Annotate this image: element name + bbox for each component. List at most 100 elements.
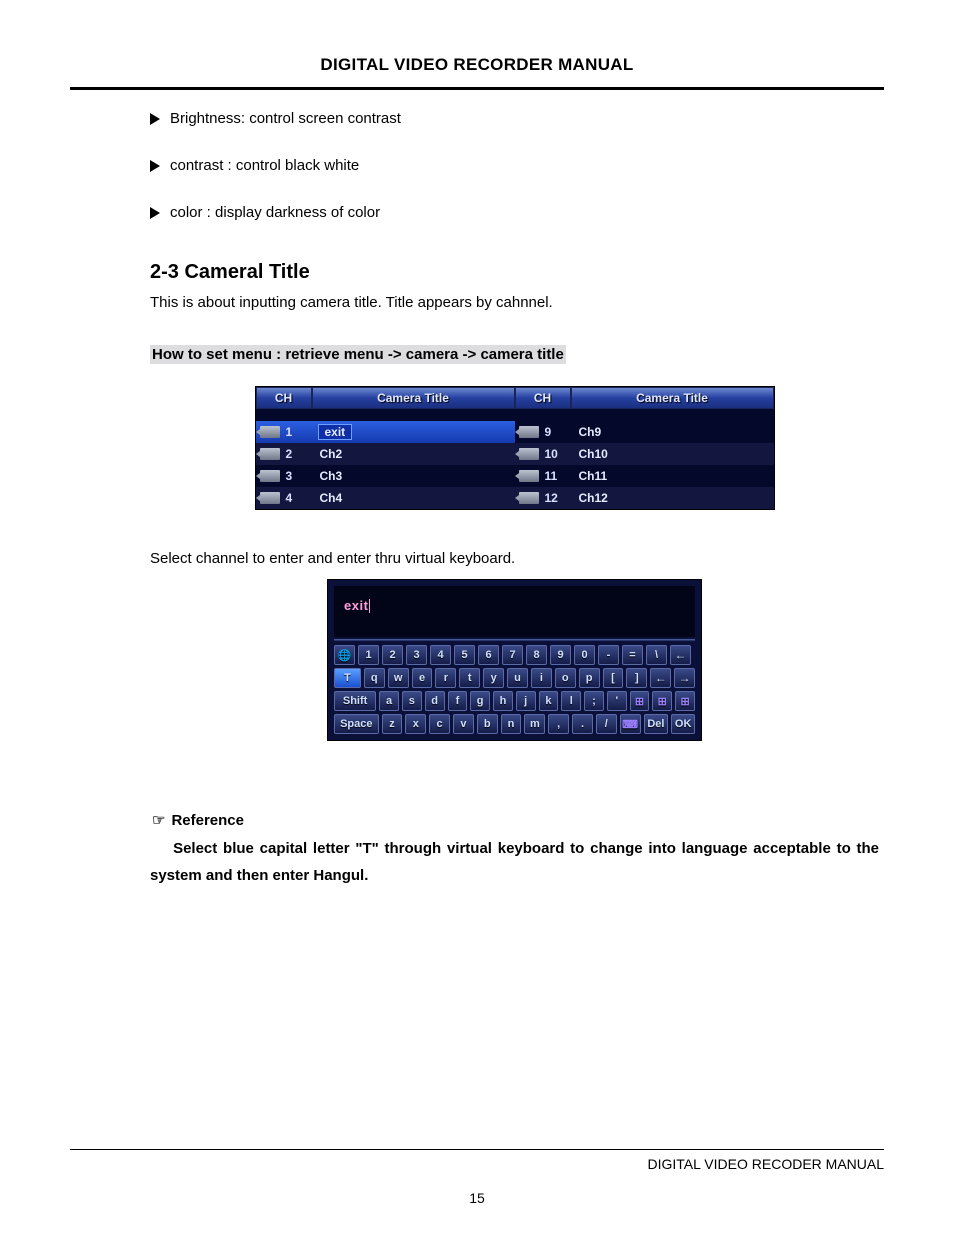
key-y[interactable]: y: [483, 668, 504, 688]
key-p[interactable]: p: [579, 668, 600, 688]
pointing-hand-icon: ☞: [152, 811, 165, 829]
key-l[interactable]: l: [561, 691, 581, 711]
table-header-row: CH Camera Title CH Camera Title: [256, 387, 774, 409]
keyboard-row: T q w e r t y u i o p [ ] ← →: [334, 668, 695, 688]
key-4[interactable]: 4: [430, 645, 451, 665]
camera-icon: [260, 426, 280, 438]
table-row[interactable]: 3 Ch3: [256, 465, 515, 487]
key-ime[interactable]: ⌨: [620, 714, 641, 734]
key-6[interactable]: 6: [478, 645, 499, 665]
table-body: 1 exit 2 Ch2 3 Ch3 4 Ch4 9: [256, 421, 774, 509]
key-x[interactable]: x: [405, 714, 426, 734]
camera-title-cell[interactable]: Ch2: [312, 447, 515, 461]
key-space[interactable]: Space: [334, 714, 379, 734]
table-row[interactable]: 1 exit: [256, 421, 515, 443]
keyboard-text-field[interactable]: exit: [334, 586, 695, 638]
key-cursor-right[interactable]: →: [674, 668, 695, 688]
key-f[interactable]: f: [448, 691, 468, 711]
table-row[interactable]: 2 Ch2: [256, 443, 515, 465]
key-semicolon[interactable]: ;: [584, 691, 604, 711]
camera-title-cell[interactable]: Ch12: [571, 491, 774, 505]
col-header-ch: CH: [515, 387, 571, 409]
camera-icon: [519, 448, 539, 460]
key-equals[interactable]: =: [622, 645, 643, 665]
key-n[interactable]: n: [501, 714, 522, 734]
col-header-title: Camera Title: [312, 387, 515, 409]
camera-icon: [519, 492, 539, 504]
camera-title-cell[interactable]: Ch10: [571, 447, 774, 461]
key-minus[interactable]: -: [598, 645, 619, 665]
key-bracket-close[interactable]: ]: [626, 668, 647, 688]
key-bracket-open[interactable]: [: [603, 668, 624, 688]
key-globe[interactable]: 🌐: [334, 645, 355, 665]
camera-icon: [260, 448, 280, 460]
camera-title-cell[interactable]: Ch3: [312, 469, 515, 483]
header-rule: [70, 87, 884, 90]
table-row[interactable]: 4 Ch4: [256, 487, 515, 509]
key-9[interactable]: 9: [550, 645, 571, 665]
camera-title-cell[interactable]: Ch11: [571, 469, 774, 483]
key-s[interactable]: s: [402, 691, 422, 711]
key-k[interactable]: k: [539, 691, 559, 711]
key-w[interactable]: w: [388, 668, 409, 688]
key-del[interactable]: Del: [644, 714, 669, 734]
keyboard-row: Space z x c v b n m , . / ⌨ Del OK: [334, 714, 695, 734]
key-7[interactable]: 7: [502, 645, 523, 665]
key-0[interactable]: 0: [574, 645, 595, 665]
key-r[interactable]: r: [435, 668, 456, 688]
channel-number: 3: [284, 469, 293, 483]
key-slash[interactable]: /: [596, 714, 617, 734]
key-comma[interactable]: ,: [548, 714, 569, 734]
key-shift[interactable]: Shift: [334, 691, 376, 711]
key-a[interactable]: a: [379, 691, 399, 711]
key-special[interactable]: ⊞: [675, 691, 695, 711]
key-q[interactable]: q: [364, 668, 385, 688]
key-2[interactable]: 2: [382, 645, 403, 665]
channel-number: 11: [543, 469, 558, 483]
key-special[interactable]: ⊞: [652, 691, 672, 711]
key-quote[interactable]: ': [607, 691, 627, 711]
keyboard-rows: 🌐 1 2 3 4 5 6 7 8 9 0 - = \ ← T q w e: [334, 645, 695, 734]
camera-title-cell[interactable]: exit: [318, 424, 353, 440]
bullet-item: Brightness: control screen contrast: [150, 110, 879, 127]
key-m[interactable]: m: [524, 714, 545, 734]
key-5[interactable]: 5: [454, 645, 475, 665]
key-ok[interactable]: OK: [671, 714, 695, 734]
content-region: Brightness: control screen contrast c o n t…: [70, 110, 884, 889]
key-8[interactable]: 8: [526, 645, 547, 665]
key-t[interactable]: t: [459, 668, 480, 688]
keyboard-divider: [334, 639, 695, 641]
key-u[interactable]: u: [507, 668, 528, 688]
key-i[interactable]: i: [531, 668, 552, 688]
key-j[interactable]: j: [516, 691, 536, 711]
reference-label: Reference: [171, 812, 244, 829]
key-backslash[interactable]: \: [646, 645, 667, 665]
key-1[interactable]: 1: [358, 645, 379, 665]
virtual-keyboard: exit 🌐 1 2 3 4 5 6 7 8 9 0 - = \ ←: [327, 579, 702, 742]
key-backspace[interactable]: ←: [670, 645, 691, 665]
key-h[interactable]: h: [493, 691, 513, 711]
table-row[interactable]: 12 Ch12: [515, 487, 774, 509]
keyboard-row: Shift a s d f g h j k l ; ' ⊞ ⊞ ⊞: [334, 691, 695, 711]
key-b[interactable]: b: [477, 714, 498, 734]
after-table-text: Select channel to enter and enter thru v…: [150, 550, 879, 567]
key-z[interactable]: z: [382, 714, 403, 734]
key-g[interactable]: g: [470, 691, 490, 711]
key-3[interactable]: 3: [406, 645, 427, 665]
table-row[interactable]: 10 Ch10: [515, 443, 774, 465]
camera-title-cell[interactable]: Ch4: [312, 491, 515, 505]
table-gap: [256, 409, 774, 421]
key-d[interactable]: d: [425, 691, 445, 711]
text-cursor: [369, 599, 370, 613]
key-special[interactable]: ⊞: [630, 691, 650, 711]
table-row[interactable]: 9 Ch9: [515, 421, 774, 443]
camera-title-cell[interactable]: Ch9: [571, 425, 774, 439]
table-row[interactable]: 11 Ch11: [515, 465, 774, 487]
key-o[interactable]: o: [555, 668, 576, 688]
key-v[interactable]: v: [453, 714, 474, 734]
key-lang-toggle[interactable]: T: [334, 668, 361, 688]
key-period[interactable]: .: [572, 714, 593, 734]
key-e[interactable]: e: [412, 668, 433, 688]
key-c[interactable]: c: [429, 714, 450, 734]
key-cursor-left[interactable]: ←: [650, 668, 671, 688]
